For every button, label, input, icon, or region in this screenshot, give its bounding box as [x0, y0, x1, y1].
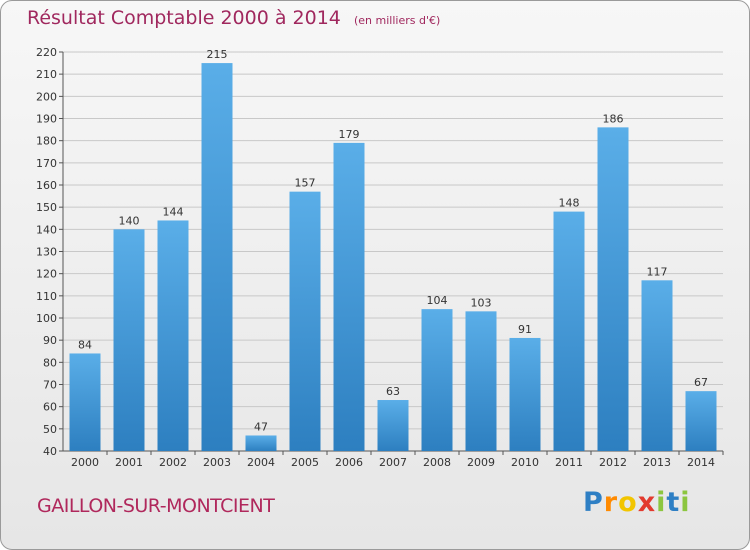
x-tick-label: 2001 — [115, 456, 143, 469]
y-tick-label: 150 — [36, 201, 57, 214]
x-tick-label: 2010 — [511, 456, 539, 469]
y-tick-label: 140 — [36, 223, 57, 236]
x-tick-label: 2002 — [159, 456, 187, 469]
y-tick-label: 100 — [36, 312, 57, 325]
bar — [641, 280, 673, 451]
x-tick-label: 2014 — [687, 456, 715, 469]
bar — [289, 191, 321, 451]
x-tick-label: 2007 — [379, 456, 407, 469]
x-tick-label: 2006 — [335, 456, 363, 469]
bar-value-label: 104 — [427, 294, 448, 307]
x-tick-label: 2008 — [423, 456, 451, 469]
y-tick-label: 40 — [43, 445, 57, 458]
y-tick-label: 130 — [36, 246, 57, 259]
bar-value-label: 140 — [119, 214, 140, 227]
bar — [377, 400, 409, 451]
bar-value-label: 144 — [163, 205, 184, 218]
bar-value-label: 157 — [295, 177, 316, 190]
bar — [597, 127, 629, 451]
x-tick-label: 2004 — [247, 456, 275, 469]
y-tick-label: 90 — [43, 334, 57, 347]
y-tick-label: 170 — [36, 157, 57, 170]
y-tick-label: 190 — [36, 113, 57, 126]
bar — [333, 142, 365, 451]
x-tick-label: 2005 — [291, 456, 319, 469]
chart-title-main: Résultat Comptable 2000 à 2014 — [27, 7, 341, 29]
bar — [69, 353, 101, 451]
chart-subtitle: (en milliers d'€) — [353, 14, 441, 27]
bar — [421, 309, 453, 451]
x-tick-label: 2009 — [467, 456, 495, 469]
bar-value-label: 117 — [647, 265, 668, 278]
bar-value-label: 63 — [386, 385, 400, 398]
bar-value-label: 84 — [78, 338, 92, 351]
y-tick-label: 220 — [36, 46, 57, 59]
y-tick-label: 70 — [43, 379, 57, 392]
bar-value-label: 67 — [694, 376, 708, 389]
bar — [245, 435, 277, 451]
bar — [553, 211, 585, 451]
bar — [157, 220, 189, 451]
y-tick-label: 60 — [43, 401, 57, 414]
y-tick-label: 120 — [36, 268, 57, 281]
y-tick-label: 200 — [36, 90, 57, 103]
bar-value-label: 148 — [559, 197, 580, 210]
bar-value-label: 179 — [339, 128, 360, 141]
bar-value-label: 47 — [254, 420, 268, 433]
y-tick-label: 110 — [36, 290, 57, 303]
bar-value-label: 186 — [603, 112, 624, 125]
bar — [685, 391, 717, 451]
proxiti-logo: Proxiti — [583, 487, 691, 518]
bar — [465, 311, 497, 451]
y-tick-label: 210 — [36, 68, 57, 81]
chart-title: Résultat Comptable 2000 à 2014 (en milli… — [27, 7, 440, 29]
y-tick-label: 50 — [43, 423, 57, 436]
y-tick-label: 180 — [36, 135, 57, 148]
commune-name: GAILLON-SUR-MONTCIENT — [37, 495, 275, 517]
bar-value-label: 91 — [518, 323, 532, 336]
y-tick-label: 80 — [43, 356, 57, 369]
x-tick-label: 2013 — [643, 456, 671, 469]
x-tick-label: 2000 — [71, 456, 99, 469]
x-tick-label: 2012 — [599, 456, 627, 469]
x-tick-label: 2003 — [203, 456, 231, 469]
bar-value-label: 103 — [471, 296, 492, 309]
y-tick-label: 160 — [36, 179, 57, 192]
bar-value-label: 215 — [207, 48, 228, 61]
bar — [113, 229, 145, 451]
bar — [509, 337, 541, 451]
x-tick-label: 2011 — [555, 456, 583, 469]
bar — [201, 63, 233, 451]
